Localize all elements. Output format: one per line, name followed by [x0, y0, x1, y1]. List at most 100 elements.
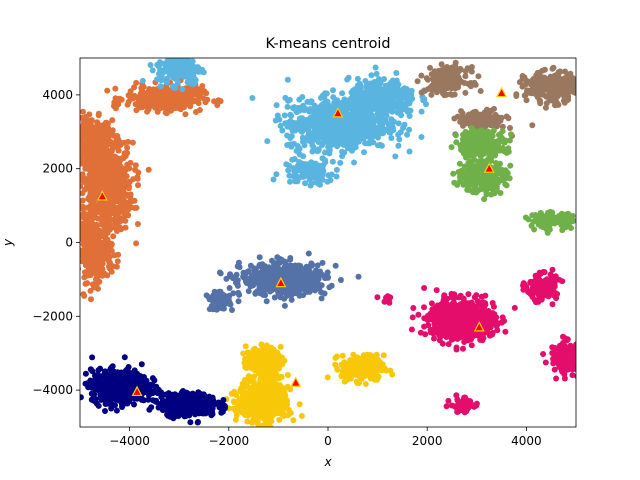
data-point [346, 138, 353, 145]
data-point [291, 156, 298, 162]
data-point [368, 72, 375, 79]
data-point [274, 254, 281, 261]
data-point [565, 94, 572, 100]
data-point [483, 106, 490, 113]
data-point [291, 282, 298, 288]
data-point [148, 102, 155, 109]
data-point [315, 146, 322, 153]
data-point [149, 52, 155, 58]
data-point [355, 273, 362, 280]
data-point [540, 224, 547, 231]
data-point [541, 215, 548, 222]
data-point [135, 182, 141, 189]
data-point [120, 214, 126, 221]
data-point [561, 76, 568, 83]
data-point [68, 138, 74, 144]
data-point [315, 170, 322, 177]
data-point [318, 295, 325, 302]
data-point [311, 270, 318, 277]
data-point [496, 165, 502, 172]
data-point [465, 139, 472, 146]
data-point [442, 81, 449, 88]
data-point [312, 123, 319, 130]
data-point [543, 100, 550, 107]
data-point [130, 176, 137, 183]
data-point [85, 195, 92, 202]
data-point [427, 64, 433, 71]
data-point [124, 144, 131, 151]
data-point [71, 141, 77, 147]
data-point [341, 119, 348, 126]
data-point [90, 236, 97, 243]
data-point [537, 210, 544, 216]
data-point [74, 133, 80, 139]
data-point [339, 90, 346, 97]
data-point [266, 270, 273, 277]
data-point [226, 273, 233, 280]
data-point [105, 257, 112, 264]
data-point [127, 92, 133, 99]
data-point [194, 97, 201, 104]
data-point [541, 66, 548, 73]
data-point [73, 255, 79, 261]
data-point [325, 143, 332, 150]
data-point [273, 102, 280, 109]
data-point [403, 88, 409, 95]
data-point [82, 244, 89, 251]
data-point [315, 139, 322, 145]
data-point [186, 67, 193, 74]
data-point [65, 137, 71, 143]
data-point [105, 167, 111, 174]
data-point [374, 78, 381, 85]
data-point [550, 64, 557, 71]
data-point [128, 198, 135, 205]
data-point [456, 178, 463, 185]
data-point [477, 88, 484, 94]
data-point [367, 108, 374, 115]
data-point [291, 104, 298, 111]
data-point [116, 162, 123, 169]
data-point [446, 76, 453, 83]
data-point [452, 70, 459, 77]
data-point [157, 89, 164, 95]
data-point [113, 184, 119, 191]
data-point [559, 214, 566, 221]
data-point [70, 145, 76, 151]
data-point [71, 145, 77, 151]
data-point [74, 154, 80, 160]
data-point [318, 282, 325, 289]
data-point [138, 87, 145, 94]
data-point [73, 186, 79, 192]
data-point [331, 103, 338, 110]
data-point [70, 152, 76, 158]
data-point [95, 234, 102, 241]
data-point [456, 160, 463, 167]
data-point [397, 87, 404, 94]
data-point [263, 298, 270, 305]
data-point [114, 177, 121, 184]
data-point [87, 189, 94, 196]
data-point [70, 145, 76, 151]
data-point [483, 122, 490, 129]
data-point [537, 100, 544, 107]
data-point [95, 112, 102, 119]
data-point [327, 112, 334, 119]
data-point [72, 133, 78, 139]
data-point [267, 288, 274, 295]
data-point [406, 94, 413, 100]
data-point [83, 180, 90, 187]
data-point [577, 93, 583, 99]
data-point [82, 211, 89, 218]
data-point [233, 279, 239, 286]
data-point [266, 281, 272, 288]
data-point [80, 228, 84, 235]
data-point [476, 144, 482, 151]
data-point [295, 162, 301, 169]
data-point [345, 74, 352, 81]
data-point [194, 64, 201, 71]
data-point [568, 225, 574, 231]
data-point [92, 142, 99, 149]
data-point [575, 77, 576, 81]
data-point [67, 123, 73, 129]
data-point [441, 92, 448, 99]
